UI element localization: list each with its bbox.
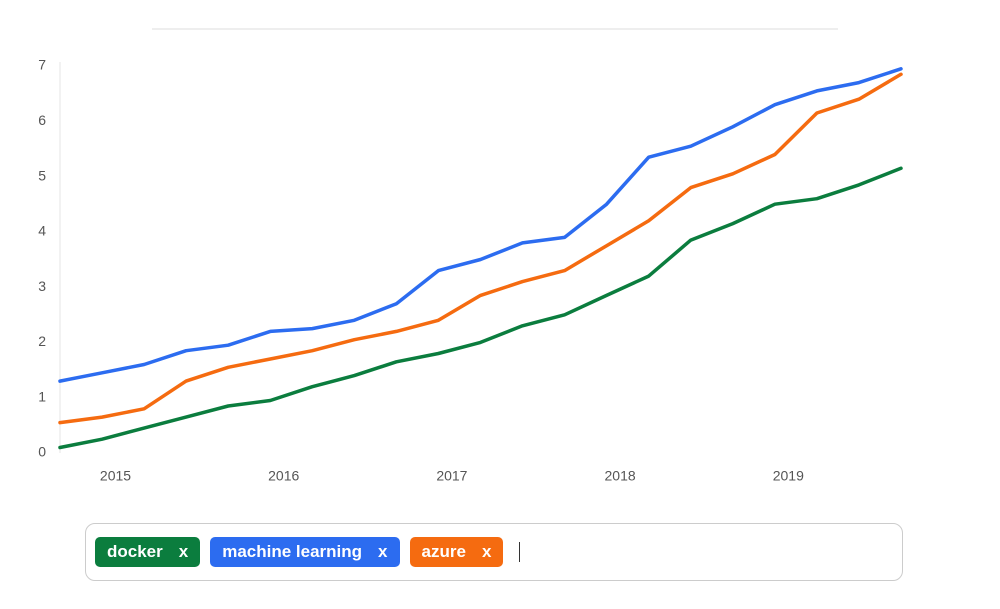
text-cursor xyxy=(519,542,521,562)
y-tick-label: 2 xyxy=(38,333,46,349)
remove-button[interactable]: x xyxy=(481,542,492,561)
x-tick-label: 2018 xyxy=(605,468,636,484)
legend-label: azure xyxy=(421,542,466,561)
series-line xyxy=(58,72,903,425)
series-line xyxy=(58,166,903,450)
y-tick-label: 1 xyxy=(38,388,46,404)
series-line xyxy=(58,67,903,383)
legend-label: docker xyxy=(107,542,163,561)
y-tick-label: 3 xyxy=(38,278,46,294)
y-tick-label: 4 xyxy=(38,223,46,239)
x-tick-label: 2017 xyxy=(436,468,467,484)
x-tick-label: 2016 xyxy=(268,468,299,484)
legend-chip: docker x xyxy=(95,537,201,567)
y-tick-label: 6 xyxy=(38,112,46,128)
x-tick-label: 2015 xyxy=(100,468,131,484)
y-tick-label: 5 xyxy=(38,167,46,183)
chart: 0 1 2 3 4 5 6 7 2015 2016 2017 2018 2019 xyxy=(38,28,903,484)
legend-chip: machine learning x xyxy=(210,537,400,567)
y-tick-label: 0 xyxy=(38,444,46,460)
remove-button[interactable]: x xyxy=(178,542,189,561)
legend-label: machine learning xyxy=(222,542,363,561)
x-tick-label: 2019 xyxy=(773,468,804,484)
search-box[interactable]: docker x machine learning x azure x xyxy=(85,523,903,581)
legend-chip: azure x xyxy=(409,537,504,567)
remove-button[interactable]: x xyxy=(378,542,388,561)
y-tick-label: 7 xyxy=(38,57,46,73)
